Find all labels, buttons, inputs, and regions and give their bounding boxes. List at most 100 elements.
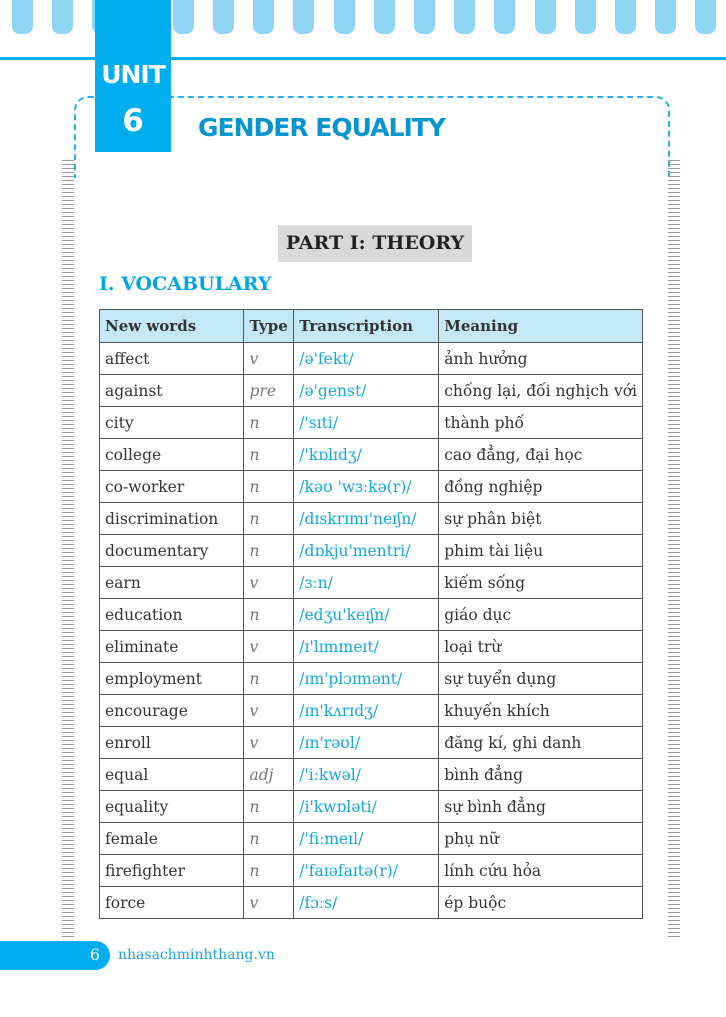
- column-header: Meaning: [438, 309, 643, 343]
- page-number-badge: 6: [0, 941, 110, 970]
- type-cell: n: [243, 406, 295, 439]
- transcription-cell: /ə'genst/: [293, 374, 440, 407]
- website: nhasachminhthang.vn: [118, 947, 275, 963]
- binder-dot: [534, 0, 556, 34]
- word-cell: equality: [98, 790, 245, 823]
- page-number: 6: [89, 945, 100, 964]
- transcription-cell: /dɪskrɪmɪ'neɪʃn/: [293, 502, 440, 535]
- meaning-cell: ảnh hưởng: [438, 342, 643, 375]
- table-row: encourage v/ɪn'kʌrɪdʒ/khuyến khích: [98, 694, 643, 727]
- table-row: education n/edʒu'keɪʃn/giáo dục: [98, 598, 643, 631]
- meaning-cell: phụ nữ: [438, 822, 643, 855]
- transcription-cell: /'sɪti/: [293, 406, 440, 439]
- transcription-cell: /'fiːmeɪl/: [293, 822, 440, 855]
- table-row: college n/'kɒlɪdʒ/cao đẳng, đại học: [98, 438, 643, 471]
- transcription-cell: /'iːkwəl/: [293, 758, 440, 791]
- binder-dot: [52, 0, 74, 34]
- binder-dot: [172, 0, 194, 34]
- column-header: New words: [98, 309, 245, 343]
- type-cell: n: [243, 854, 295, 887]
- meaning-cell: lính cứu hỏa: [438, 854, 643, 887]
- transcription-cell: /kəʊ 'wɜːkə(r)/: [293, 470, 440, 503]
- word-cell: enroll: [98, 726, 245, 759]
- type-cell: n: [243, 502, 295, 535]
- meaning-cell: sự bình đẳng: [438, 790, 643, 823]
- meaning-cell: phim tài liệu: [438, 534, 643, 567]
- transcription-cell: /ə'fekt/: [293, 342, 440, 375]
- type-cell: v: [243, 886, 295, 919]
- unit-tab: UNIT 6: [95, 0, 171, 152]
- type-cell: n: [243, 534, 295, 567]
- type-cell: n: [243, 598, 295, 631]
- column-header: Transcription: [293, 309, 440, 343]
- word-cell: employment: [98, 662, 245, 695]
- word-cell: earn: [98, 566, 245, 599]
- transcription-cell: /edʒu'keɪʃn/: [293, 598, 440, 631]
- type-cell: v: [243, 342, 295, 375]
- binder-dot: [494, 0, 516, 34]
- table-row: enroll v/ɪn'rəʊl/đăng kí, ghi danh: [98, 726, 643, 759]
- table-row: eliminate v/ɪ'lɪmɪneɪt/loại trừ: [98, 630, 643, 663]
- word-cell: encourage: [98, 694, 245, 727]
- right-ruler: [668, 160, 680, 938]
- transcription-cell: /'kɒlɪdʒ/: [293, 438, 440, 471]
- vocabulary-table: New words Type Transcription Meaning affect…: [98, 309, 643, 919]
- table-row: against pre/ə'genst/chống lại, đối nghịch…: [98, 374, 643, 407]
- table-row: equal adj/'iːkwəl/bình đẳng: [98, 758, 643, 791]
- table-row: documentary n/dɒkju'mentri/phim tài liệu: [98, 534, 643, 567]
- table-row: discrimination n/dɪskrɪmɪ'neɪʃn/sự phân b…: [98, 502, 643, 535]
- meaning-cell: sự tuyển dụng: [438, 662, 643, 695]
- type-cell: v: [243, 694, 295, 727]
- word-cell: female: [98, 822, 245, 855]
- binder-dot: [213, 0, 234, 34]
- word-cell: firefighter: [98, 854, 245, 887]
- word-cell: discrimination: [98, 502, 245, 535]
- binder-dot: [414, 0, 435, 34]
- type-cell: n: [243, 822, 295, 855]
- word-cell: college: [98, 438, 245, 471]
- type-cell: n: [243, 438, 295, 471]
- column-header: Type: [243, 309, 295, 343]
- binder-dot: [695, 0, 717, 34]
- transcription-cell: /fɔːs/: [293, 886, 440, 919]
- transcription-cell: /'faɪəfaɪtə(r)/: [293, 854, 440, 887]
- binder-dot: [615, 0, 636, 34]
- type-cell: v: [243, 566, 295, 599]
- transcription-cell: /ɪ'lɪmɪneɪt/: [293, 630, 440, 663]
- table-row: equality n/i'kwɒləti/sự bình đẳng: [98, 790, 643, 823]
- binder-dot: [333, 0, 355, 34]
- binder-dot: [373, 0, 395, 34]
- type-cell: v: [243, 630, 295, 663]
- meaning-cell: bình đẳng: [438, 758, 643, 791]
- unit-label: UNIT: [101, 60, 166, 89]
- meaning-cell: thành phố: [438, 406, 643, 439]
- table-row: firefighter n/'faɪəfaɪtə(r)/lính cứu hỏa: [98, 854, 643, 887]
- table-row: force v/fɔːs/ép buộc: [98, 886, 643, 919]
- table-header: New words Type Transcription Meaning: [98, 309, 643, 343]
- type-cell: adj: [243, 758, 295, 791]
- binder-dot: [574, 0, 596, 34]
- transcription-cell: /ɜːn/: [293, 566, 440, 599]
- transcription-cell: /i'kwɒləti/: [293, 790, 440, 823]
- word-cell: equal: [98, 758, 245, 791]
- word-cell: documentary: [98, 534, 245, 567]
- table-row: earn v/ɜːn/kiếm sống: [98, 566, 643, 599]
- transcription-cell: /ɪn'rəʊl/: [293, 726, 440, 759]
- table-row: employment n/ɪm'plɔɪmənt/sự tuyển dụng: [98, 662, 643, 695]
- transcription-cell: /dɒkju'mentri/: [293, 534, 440, 567]
- transcription-cell: /ɪn'kʌrɪdʒ/: [293, 694, 440, 727]
- meaning-cell: ép buộc: [438, 886, 643, 919]
- left-ruler: [62, 160, 74, 938]
- meaning-cell: chống lại, đối nghịch với: [438, 374, 643, 407]
- meaning-cell: giáo dục: [438, 598, 643, 631]
- word-cell: affect: [98, 342, 245, 375]
- binder-dot: [12, 0, 33, 34]
- table-row: female n/'fiːmeɪl/phụ nữ: [98, 822, 643, 855]
- table-row: city n/'sɪti/thành phố: [98, 406, 643, 439]
- meaning-cell: khuyến khích: [438, 694, 643, 727]
- binder-dot: [253, 0, 275, 34]
- type-cell: pre: [243, 374, 295, 407]
- binder-dot: [655, 0, 677, 34]
- binder-dot: [293, 0, 315, 34]
- meaning-cell: kiếm sống: [438, 566, 643, 599]
